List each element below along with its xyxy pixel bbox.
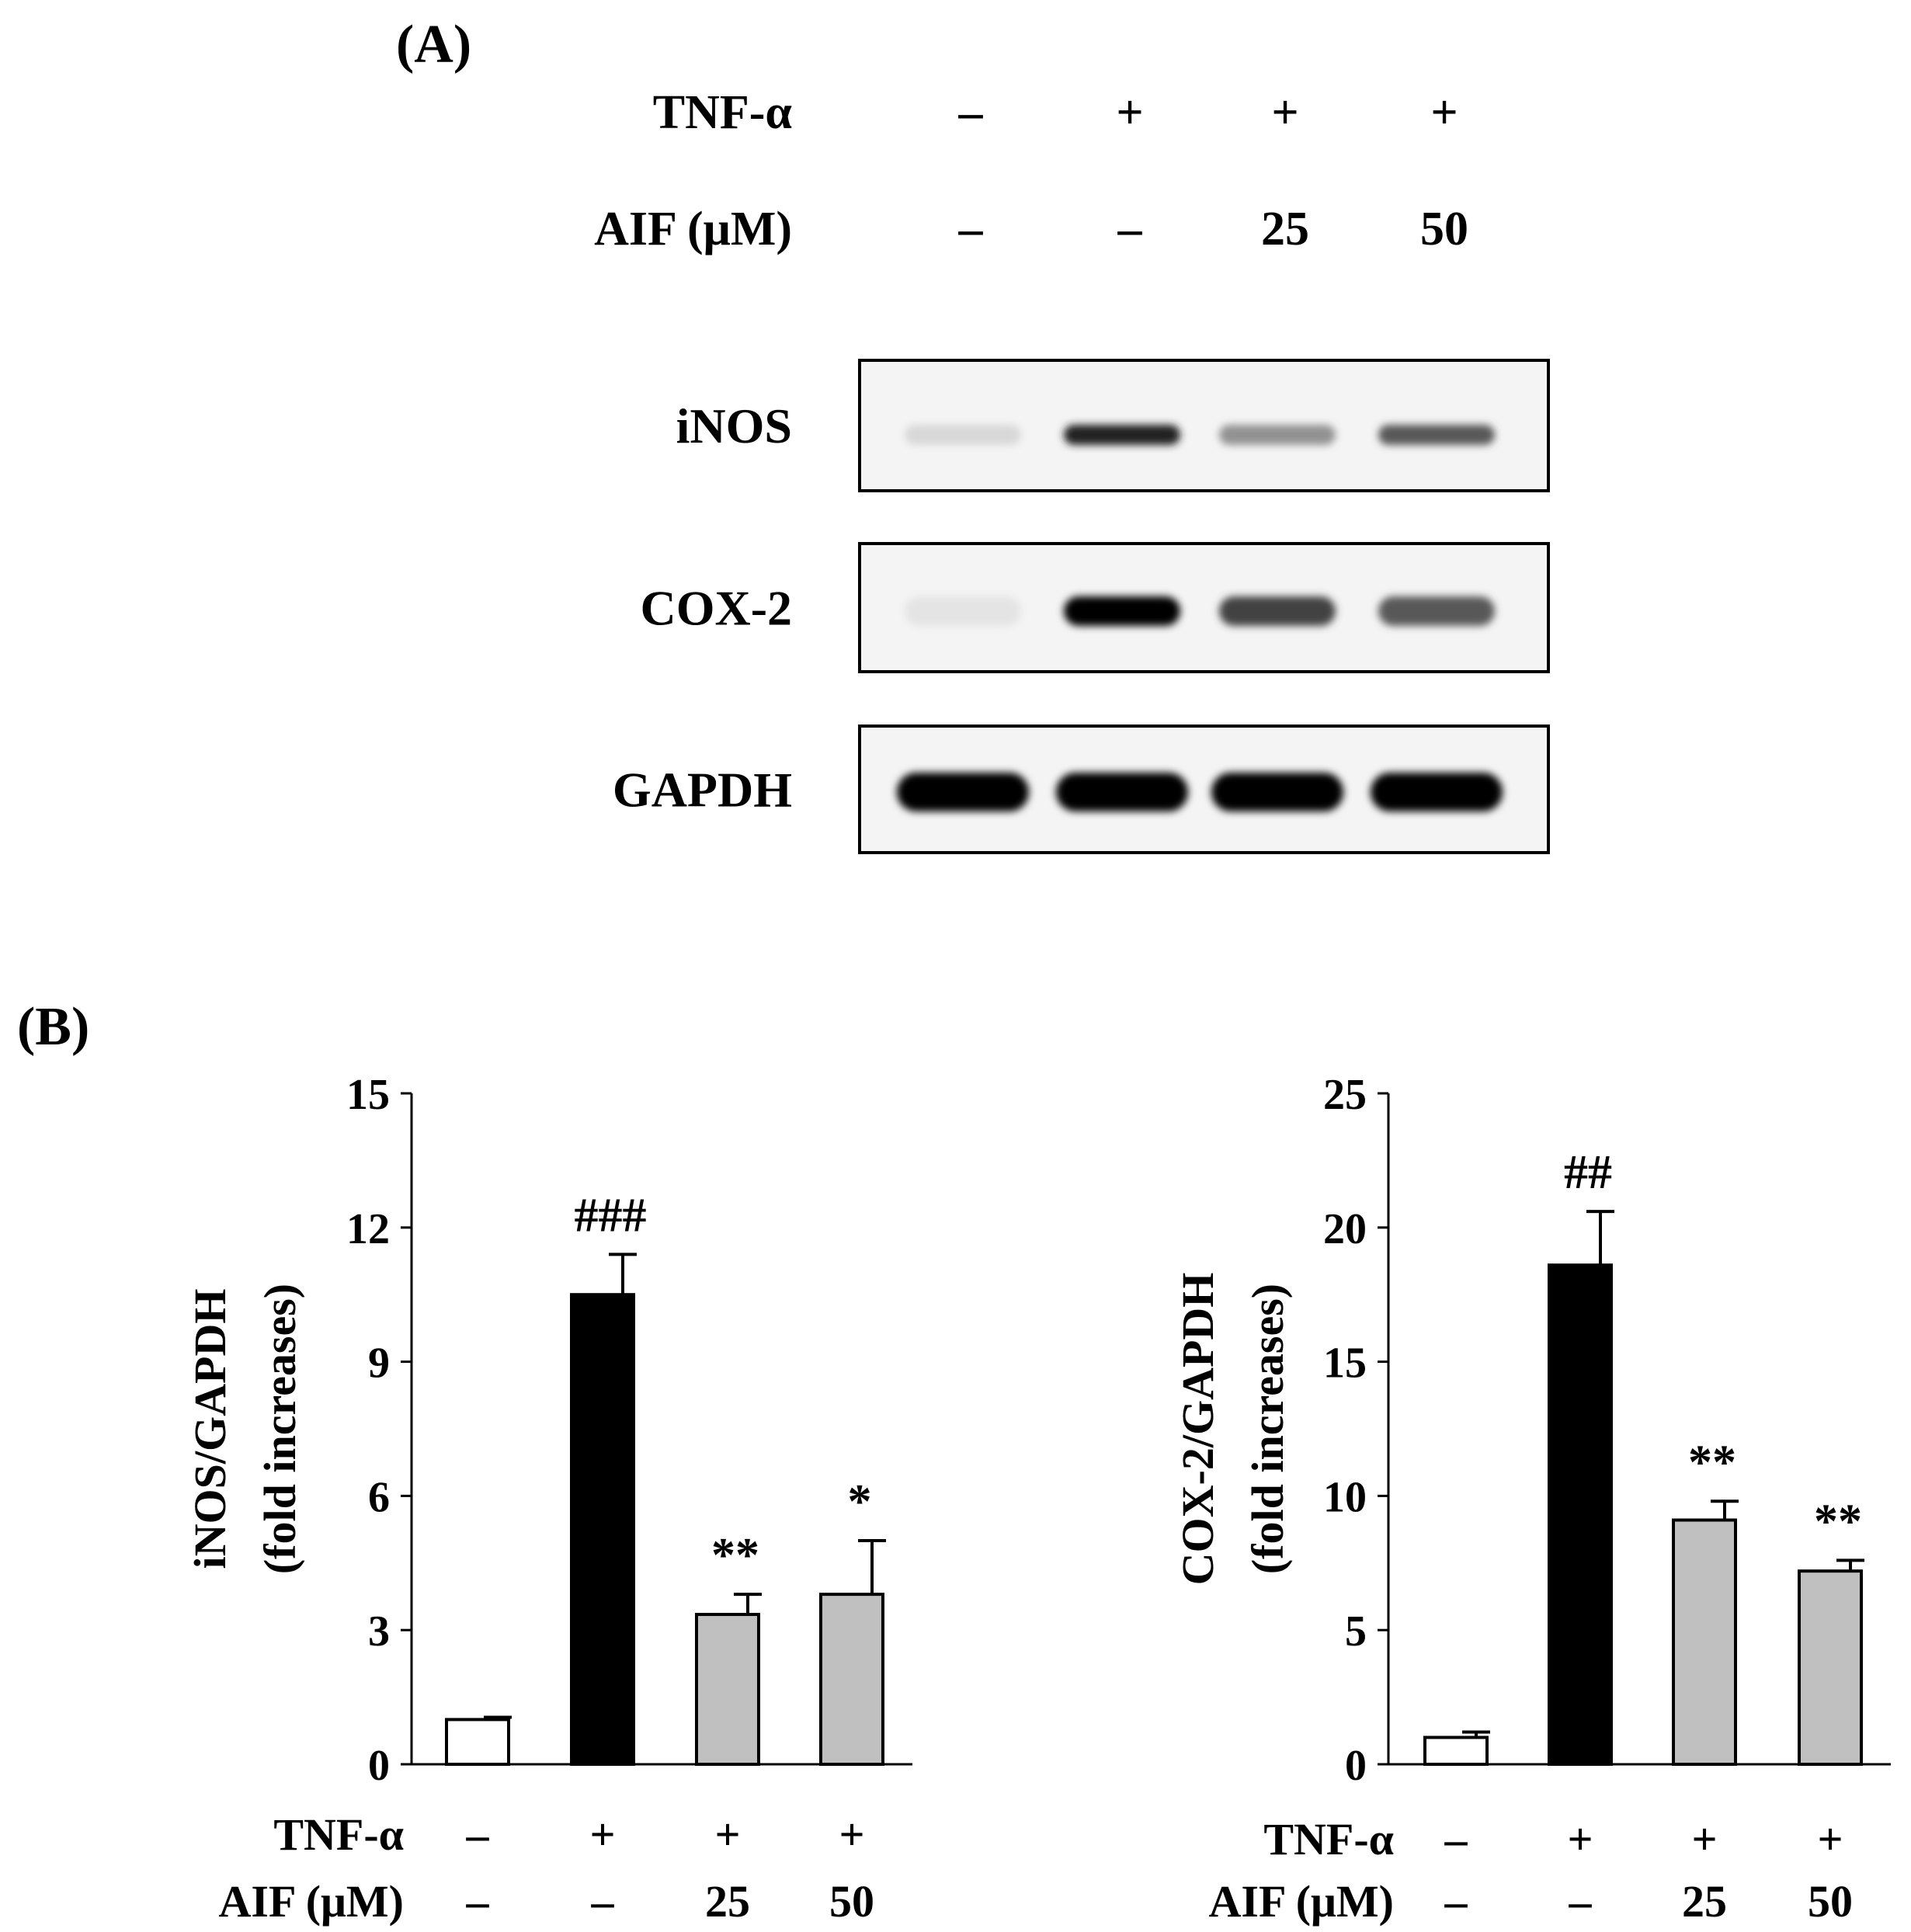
bar bbox=[1672, 1518, 1737, 1767]
condition-value: 25 bbox=[1261, 203, 1309, 255]
condition-value: + bbox=[1567, 1814, 1593, 1864]
blot-band bbox=[1064, 425, 1180, 445]
y-tick-label: 20 bbox=[1323, 1205, 1367, 1253]
blot-inos: iNOS bbox=[676, 359, 1550, 492]
bar bbox=[445, 1718, 510, 1766]
condition-value: + bbox=[1430, 86, 1458, 139]
condition-label: TNF-α bbox=[1263, 1814, 1394, 1864]
significance-label: ## bbox=[1564, 1146, 1612, 1199]
blot-band bbox=[1378, 425, 1495, 445]
y-axis-label: (fold increases) bbox=[255, 1284, 305, 1574]
blot-band bbox=[1056, 773, 1188, 811]
blot-cox2: COX-2 bbox=[640, 542, 1550, 673]
condition-value: + bbox=[1817, 1814, 1843, 1864]
y-tick-label: 25 bbox=[1323, 1071, 1367, 1119]
blot-gapdh: GAPDH bbox=[613, 724, 1550, 854]
blot-band bbox=[1371, 773, 1503, 811]
y-tick-label: 0 bbox=[1345, 1742, 1367, 1790]
significance-label: ** bbox=[711, 1529, 759, 1582]
cox2-bar-chart: 0 5 10 15 20 25 COX-2/GAPDH (fold increases) ## *… bbox=[1173, 1071, 1891, 1927]
condition-value: 50 bbox=[829, 1876, 874, 1927]
panel-b-label: (B) bbox=[17, 997, 89, 1057]
blot-band bbox=[1219, 596, 1336, 626]
condition-value: – bbox=[1444, 1814, 1468, 1864]
y-tick-label: 15 bbox=[1323, 1340, 1367, 1388]
condition-value: 50 bbox=[1808, 1876, 1853, 1927]
western-blot-panel: TNF-α – + + + AIF (μM) – – 25 50 iNOS COX-2 GAPDH bbox=[594, 86, 1550, 854]
condition-value: – bbox=[1569, 1876, 1593, 1927]
bar bbox=[1423, 1736, 1489, 1766]
y-tick-label: 15 bbox=[346, 1071, 390, 1119]
blot-band bbox=[905, 596, 1021, 626]
blot-band bbox=[897, 773, 1029, 811]
condition-value: – bbox=[591, 1876, 615, 1927]
blot-label: iNOS bbox=[676, 398, 792, 453]
condition-value: – bbox=[958, 203, 984, 255]
blot-band bbox=[905, 425, 1021, 445]
condition-value: 25 bbox=[1682, 1876, 1727, 1927]
bar bbox=[695, 1613, 760, 1767]
condition-value: + bbox=[1116, 86, 1143, 139]
significance-label: ** bbox=[1688, 1436, 1736, 1489]
condition-value: + bbox=[1691, 1814, 1717, 1864]
blot-label: GAPDH bbox=[613, 763, 792, 818]
y-axis-label: COX-2/GAPDH bbox=[1173, 1273, 1223, 1586]
condition-label: AIF (μM) bbox=[594, 203, 792, 255]
condition-value: – bbox=[958, 86, 984, 139]
blot-band bbox=[1378, 596, 1495, 626]
condition-value: – bbox=[1117, 203, 1143, 255]
condition-value: + bbox=[589, 1809, 615, 1860]
y-axis-label: iNOS/GAPDH bbox=[185, 1289, 235, 1569]
bar bbox=[819, 1593, 884, 1767]
condition-label: TNF-α bbox=[273, 1809, 404, 1860]
condition-label: TNF-α bbox=[653, 86, 792, 139]
condition-value: + bbox=[839, 1809, 864, 1860]
blot-band bbox=[1211, 773, 1343, 811]
blot-label: COX-2 bbox=[640, 581, 792, 636]
y-tick-label: 9 bbox=[368, 1340, 390, 1388]
condition-label: AIF (μM) bbox=[219, 1876, 405, 1927]
bar bbox=[1548, 1263, 1613, 1766]
significance-label: * bbox=[848, 1475, 872, 1528]
condition-value: + bbox=[714, 1809, 740, 1860]
condition-value: + bbox=[1271, 86, 1298, 139]
condition-value: – bbox=[466, 1876, 490, 1927]
significance-label: ** bbox=[1814, 1495, 1862, 1548]
y-axis-label: (fold increases) bbox=[1242, 1284, 1293, 1574]
condition-value: – bbox=[466, 1809, 490, 1860]
condition-value: 50 bbox=[1420, 203, 1468, 255]
y-tick-label: 0 bbox=[368, 1742, 390, 1790]
bar bbox=[570, 1293, 635, 1766]
condition-value: – bbox=[1444, 1876, 1468, 1927]
blot-band bbox=[1219, 425, 1336, 445]
y-tick-label: 3 bbox=[368, 1607, 390, 1656]
panel-a-label: (A) bbox=[396, 15, 471, 75]
significance-label: ### bbox=[575, 1189, 647, 1242]
y-tick-label: 12 bbox=[346, 1205, 390, 1253]
y-tick-label: 6 bbox=[368, 1473, 390, 1521]
bar bbox=[1798, 1569, 1863, 1766]
blot-band bbox=[1064, 596, 1180, 626]
condition-label: AIF (μM) bbox=[1209, 1876, 1395, 1927]
condition-value: 25 bbox=[705, 1876, 750, 1927]
y-tick-label: 5 bbox=[1345, 1607, 1367, 1656]
y-tick-label: 10 bbox=[1323, 1473, 1367, 1521]
